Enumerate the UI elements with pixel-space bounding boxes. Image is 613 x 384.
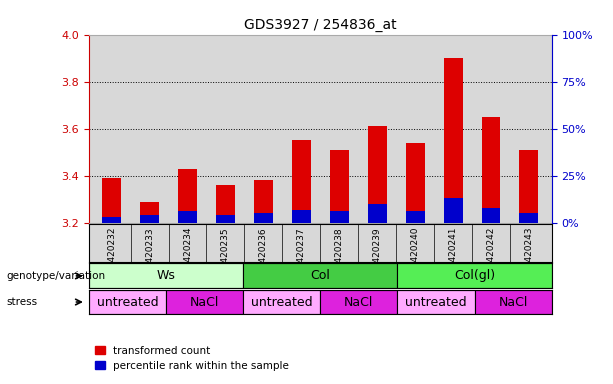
Bar <box>368 126 387 223</box>
Text: GSM420243: GSM420243 <box>525 227 533 281</box>
Bar <box>444 58 463 223</box>
Bar <box>330 212 349 223</box>
Bar <box>216 185 235 223</box>
Bar <box>292 141 311 223</box>
Text: untreated: untreated <box>405 296 467 308</box>
Bar <box>140 202 159 223</box>
Bar <box>397 290 474 314</box>
Text: GSM420241: GSM420241 <box>449 227 457 281</box>
Legend: transformed count, percentile rank within the sample: transformed count, percentile rank withi… <box>91 341 293 375</box>
Text: GSM420237: GSM420237 <box>297 227 306 281</box>
Bar <box>519 213 538 223</box>
Bar <box>406 143 425 223</box>
Bar <box>474 290 552 314</box>
Bar <box>89 263 243 288</box>
Bar <box>321 290 397 314</box>
Text: GSM420238: GSM420238 <box>335 227 344 281</box>
Bar <box>254 213 273 223</box>
Text: GSM420232: GSM420232 <box>107 227 116 281</box>
Text: GSM420242: GSM420242 <box>487 227 495 281</box>
Text: Col(gl): Col(gl) <box>454 270 495 282</box>
Text: Col: Col <box>310 270 330 282</box>
Bar <box>89 290 166 314</box>
Text: NaCl: NaCl <box>498 296 528 308</box>
Text: untreated: untreated <box>97 296 158 308</box>
Text: Ws: Ws <box>156 270 175 282</box>
Bar <box>397 263 552 288</box>
Bar <box>292 210 311 223</box>
Bar <box>254 180 273 223</box>
Text: genotype/variation: genotype/variation <box>6 271 105 281</box>
Text: GSM420233: GSM420233 <box>145 227 154 281</box>
Text: GSM420234: GSM420234 <box>183 227 192 281</box>
Bar <box>482 117 500 223</box>
Bar <box>216 215 235 223</box>
Bar <box>330 150 349 223</box>
Bar <box>368 204 387 223</box>
Text: NaCl: NaCl <box>344 296 373 308</box>
Bar <box>406 212 425 223</box>
Title: GDS3927 / 254836_at: GDS3927 / 254836_at <box>244 18 397 32</box>
Text: GSM420240: GSM420240 <box>411 227 420 281</box>
Bar <box>243 290 321 314</box>
Text: NaCl: NaCl <box>190 296 219 308</box>
Bar <box>444 198 463 223</box>
Text: untreated: untreated <box>251 296 313 308</box>
Bar <box>243 263 397 288</box>
Bar <box>519 150 538 223</box>
Bar <box>178 169 197 223</box>
Bar <box>166 290 243 314</box>
Bar <box>482 208 500 223</box>
Text: GSM420236: GSM420236 <box>259 227 268 281</box>
Text: GSM420239: GSM420239 <box>373 227 382 281</box>
Text: stress: stress <box>6 297 37 307</box>
Bar <box>102 217 121 223</box>
Bar <box>140 215 159 223</box>
Bar <box>102 178 121 223</box>
Text: GSM420235: GSM420235 <box>221 227 230 281</box>
Bar <box>178 212 197 223</box>
